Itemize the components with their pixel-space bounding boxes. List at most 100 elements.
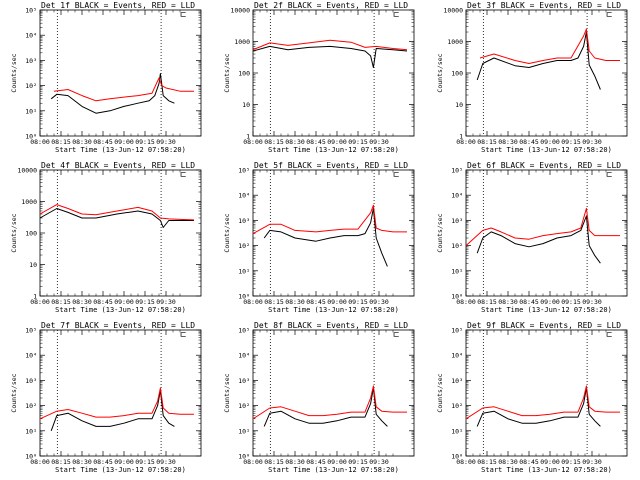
y-tick-label: 10⁴ [451,352,463,360]
plot-frame [465,329,628,457]
corner-mark: ㄷ [392,331,400,341]
corner-mark: ㄷ [179,11,187,21]
y-tick-label: 100 [25,230,37,238]
corner-mark: ㄷ [179,331,187,341]
x-tick-label: 08:15 [477,458,497,466]
series-line-lld [252,39,408,51]
x-tick-label: 09:00 [114,138,134,146]
x-tick-label: 08:30 [72,458,92,466]
x-tick-label: 08:30 [72,138,92,146]
x-tick-label: 09:00 [540,458,560,466]
series-line-events [50,73,175,114]
y-tick-label: 10¹ [25,107,37,115]
corner-mark: ㄷ [392,11,400,21]
x-tick-label: 09:30 [582,458,602,466]
panel-title: Det 2f BLACK = Events, RED = LLD [254,1,408,10]
series-line-events [263,387,388,427]
x-tick-label: 08:00 [243,458,263,466]
x-tick-label: 08:15 [477,138,497,146]
x-tick-label: 08:30 [498,458,518,466]
plot-frame [39,9,202,137]
y-tick-label: 10⁴ [238,192,250,200]
plot-frame [252,329,415,457]
x-tick-label: 08:15 [264,138,284,146]
y-tick-label: 10³ [238,217,250,225]
y-tick-label: 10⁰ [25,453,37,461]
y-tick-label: 1 [459,133,463,141]
y-tick-label: 10³ [451,217,463,225]
x-tick-label: 08:15 [51,298,71,306]
x-tick-label: 09:30 [369,298,389,306]
x-axis-label: Start Time (13-Jun-12 07:58:20) [55,146,186,154]
x-tick-label: 09:00 [540,138,560,146]
x-tick-label: 08:00 [456,138,476,146]
y-tick-label: 10¹ [238,267,250,275]
y-tick-label: 10² [25,402,37,410]
series-line-events [476,387,601,427]
y-tick-label: 10⁰ [238,453,250,461]
y-tick-label: 10⁴ [451,192,463,200]
x-axis-label: Start Time (13-Jun-12 07:58:20) [55,306,186,314]
x-tick-label: 09:00 [114,458,134,466]
x-tick-label: 08:15 [51,458,71,466]
y-axis-label: Counts/sec [223,213,231,252]
series-line-lld [252,385,407,420]
x-tick-label: 09:15 [348,138,368,146]
x-tick-label: 08:45 [519,138,539,146]
x-axis-label: Start Time (13-Jun-12 07:58:20) [481,146,612,154]
x-tick-label: 09:30 [582,298,602,306]
y-tick-label: 10² [451,242,463,250]
y-tick-label: 10² [238,402,250,410]
series-line-events [476,215,601,264]
y-tick-label: 10⁰ [25,133,37,141]
x-axis-label: Start Time (13-Jun-12 07:58:20) [481,466,612,474]
series-line-lld [252,204,407,235]
y-tick-label: 10⁰ [451,453,463,461]
x-tick-label: 08:30 [72,298,92,306]
series-line-events [39,208,194,228]
y-tick-label: 1000 [447,38,463,46]
x-tick-label: 08:30 [285,298,305,306]
corner-mark: ㄷ [605,171,613,181]
x-axis-label: Start Time (13-Jun-12 07:58:20) [268,146,399,154]
y-axis-label: Counts/sec [10,213,18,252]
y-tick-label: 10000 [443,7,463,15]
y-tick-label: 10¹ [25,427,37,435]
x-axis-label: Start Time (13-Jun-12 07:58:20) [481,306,612,314]
plot-frame [465,169,628,297]
panel-title: Det 8f BLACK = Events, RED = LLD [254,321,408,330]
x-tick-label: 09:15 [348,458,368,466]
series-line-lld [465,385,620,420]
y-tick-label: 10⁰ [238,293,250,301]
y-tick-label: 1 [33,293,37,301]
y-axis-label: Counts/sec [223,373,231,412]
x-axis-label: Start Time (13-Jun-12 07:58:20) [268,306,399,314]
x-tick-label: 09:30 [156,298,176,306]
y-tick-label: 10¹ [238,427,250,435]
panel-title: Det 6f BLACK = Events, RED = LLD [467,161,621,170]
x-tick-label: 08:15 [51,138,71,146]
x-tick-label: 09:30 [156,458,176,466]
y-tick-label: 10³ [451,377,463,385]
x-tick-label: 08:30 [285,458,305,466]
y-tick-label: 1 [246,133,250,141]
x-tick-label: 08:00 [30,138,50,146]
x-tick-label: 09:15 [561,138,581,146]
x-tick-label: 08:30 [498,138,518,146]
y-tick-label: 10² [238,242,250,250]
series-line-lld [465,207,620,246]
y-tick-label: 10000 [230,7,250,15]
x-tick-label: 08:15 [264,458,284,466]
series-line-lld [39,387,194,420]
x-tick-label: 08:30 [498,298,518,306]
x-tick-label: 09:30 [156,138,176,146]
y-tick-label: 10⁵ [451,167,463,175]
series-line-events [476,31,601,90]
y-tick-label: 10 [242,101,250,109]
